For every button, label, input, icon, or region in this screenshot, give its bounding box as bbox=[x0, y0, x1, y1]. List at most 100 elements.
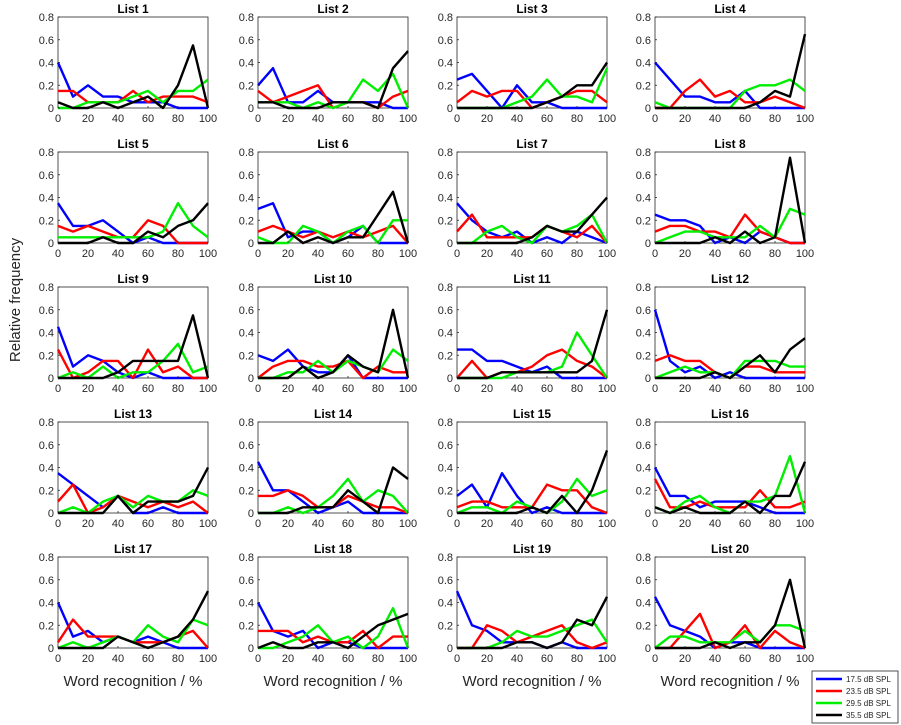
y-tick-label: 0.8 bbox=[438, 12, 453, 24]
plot-frame bbox=[257, 16, 409, 109]
x-axis-label: Word recognition / % bbox=[64, 673, 203, 690]
y-tick-label: 0.4 bbox=[39, 328, 54, 340]
x-tick-label: 20 bbox=[679, 518, 691, 530]
x-tick-label: 80 bbox=[571, 518, 583, 530]
series-line bbox=[257, 224, 409, 244]
legend-label: 35.5 dB SPL bbox=[846, 711, 891, 720]
y-tick-label: 0.8 bbox=[239, 12, 254, 24]
chart-panel: 0 20 40 60 80 100 0 0.2 0.4 0.6 0.8 List 8 bbox=[636, 137, 814, 260]
x-axis-labels: Word recognition / % Word recognition / %… bbox=[64, 673, 800, 690]
x-tick-label: 100 bbox=[199, 653, 217, 665]
panel-title: List 20 bbox=[711, 542, 749, 556]
series-line bbox=[57, 489, 209, 515]
y-tick-label: 0.4 bbox=[239, 58, 254, 70]
y-tick-label: 0 bbox=[248, 238, 254, 250]
series-line bbox=[258, 190, 410, 245]
y-tick-label: 0.4 bbox=[636, 58, 651, 70]
x-tick-label: 0 bbox=[454, 113, 460, 125]
series-line bbox=[655, 337, 806, 380]
x-tick-label: 20 bbox=[679, 248, 691, 260]
y-tick-label: 0 bbox=[48, 238, 54, 250]
x-tick-label: 20 bbox=[282, 518, 294, 530]
x-tick-label: 60 bbox=[342, 383, 354, 395]
panel-title: List 5 bbox=[117, 137, 149, 151]
x-tick-label: 60 bbox=[342, 518, 354, 530]
x-tick-label: 100 bbox=[598, 518, 616, 530]
y-tick-label: 0.2 bbox=[239, 350, 254, 362]
x-tick-label: 20 bbox=[679, 383, 691, 395]
series-line bbox=[57, 342, 209, 380]
y-tick-label: 0.6 bbox=[636, 305, 651, 317]
panel-title: List 18 bbox=[314, 542, 352, 556]
x-tick-label: 80 bbox=[769, 653, 781, 665]
y-tick-label: 0.2 bbox=[636, 215, 651, 227]
y-tick-label: 0.8 bbox=[636, 147, 651, 159]
x-axis-label: Word recognition / % bbox=[264, 673, 403, 690]
y-tick-label: 0.8 bbox=[636, 417, 651, 429]
series-line bbox=[58, 590, 210, 650]
y-tick-label: 0.6 bbox=[39, 440, 54, 452]
legend: 17.5 dB SPL 23.5 dB SPL 29.5 dB SPL 35.5 dB… bbox=[811, 670, 899, 724]
series-line bbox=[457, 449, 609, 515]
y-tick-label: 0 bbox=[48, 508, 54, 520]
series-line bbox=[457, 596, 609, 650]
x-tick-label: 0 bbox=[454, 383, 460, 395]
y-tick-label: 0 bbox=[645, 508, 651, 520]
y-tick-label: 0.4 bbox=[239, 193, 254, 205]
series-line bbox=[258, 466, 409, 515]
series-line bbox=[654, 624, 806, 649]
y-tick-label: 0 bbox=[248, 373, 254, 385]
x-tick-label: 40 bbox=[312, 653, 324, 665]
x-tick-label: 0 bbox=[55, 518, 61, 530]
y-tick-label: 0 bbox=[248, 103, 254, 115]
y-tick-label: 0.2 bbox=[39, 485, 54, 497]
y-tick-label: 0 bbox=[645, 238, 651, 250]
panel-title: List 12 bbox=[711, 272, 749, 286]
x-tick-label: 20 bbox=[679, 653, 691, 665]
y-tick-label: 0.6 bbox=[438, 170, 453, 182]
y-tick-label: 0.6 bbox=[438, 575, 453, 587]
series-line bbox=[654, 207, 806, 245]
y-tick-label: 0.8 bbox=[239, 552, 254, 564]
y-tick-label: 0 bbox=[48, 643, 54, 655]
y-tick-label: 0.6 bbox=[39, 170, 54, 182]
x-tick-label: 80 bbox=[372, 383, 384, 395]
x-tick-label: 40 bbox=[511, 113, 523, 125]
x-tick-label: 20 bbox=[82, 248, 94, 260]
x-tick-label: 80 bbox=[172, 248, 184, 260]
x-tick-label: 40 bbox=[511, 518, 523, 530]
x-tick-label: 100 bbox=[399, 383, 417, 395]
plot-frame bbox=[654, 421, 806, 514]
x-tick-label: 40 bbox=[511, 383, 523, 395]
x-tick-label: 100 bbox=[199, 518, 217, 530]
x-tick-label: 60 bbox=[342, 248, 354, 260]
series-line bbox=[258, 72, 410, 110]
chart-panel: 0 20 40 60 80 100 0 0.2 0.4 0.6 0.8 List 12 bbox=[636, 272, 814, 395]
y-tick-label: 0 bbox=[447, 373, 453, 385]
x-tick-label: 0 bbox=[652, 383, 658, 395]
x-tick-label: 100 bbox=[796, 113, 814, 125]
chart-panel: 0 20 40 60 80 100 0 0.2 0.4 0.6 0.8 List 2 bbox=[239, 2, 417, 125]
panel-title: List 17 bbox=[114, 542, 152, 556]
y-tick-label: 0.4 bbox=[636, 328, 651, 340]
y-tick-label: 0.6 bbox=[239, 305, 254, 317]
chart-panel: 0 20 40 60 80 100 0 0.2 0.4 0.6 0.8 List 7 bbox=[438, 137, 616, 260]
series-line bbox=[56, 348, 208, 380]
series-line bbox=[655, 578, 807, 650]
y-tick-label: 0.6 bbox=[239, 35, 254, 47]
y-tick-label: 0.4 bbox=[636, 463, 651, 475]
chart-panel: 0 20 40 60 80 100 0 0.2 0.4 0.6 0.8 List 20 bbox=[636, 542, 814, 665]
x-tick-label: 40 bbox=[511, 248, 523, 260]
y-tick-label: 0.6 bbox=[636, 440, 651, 452]
y-tick-label: 0.4 bbox=[239, 463, 254, 475]
x-tick-label: 60 bbox=[739, 248, 751, 260]
x-tick-label: 0 bbox=[255, 248, 261, 260]
x-tick-label: 40 bbox=[312, 248, 324, 260]
panel-title: List 4 bbox=[714, 2, 746, 16]
series-line bbox=[457, 309, 609, 380]
x-tick-label: 40 bbox=[709, 518, 721, 530]
y-tick-label: 0.8 bbox=[438, 552, 453, 564]
panel-title: List 14 bbox=[314, 407, 352, 421]
x-tick-label: 20 bbox=[481, 653, 493, 665]
chart-panel: 0 20 40 60 80 100 0 0.2 0.4 0.6 0.8 List 1 bbox=[39, 2, 217, 125]
